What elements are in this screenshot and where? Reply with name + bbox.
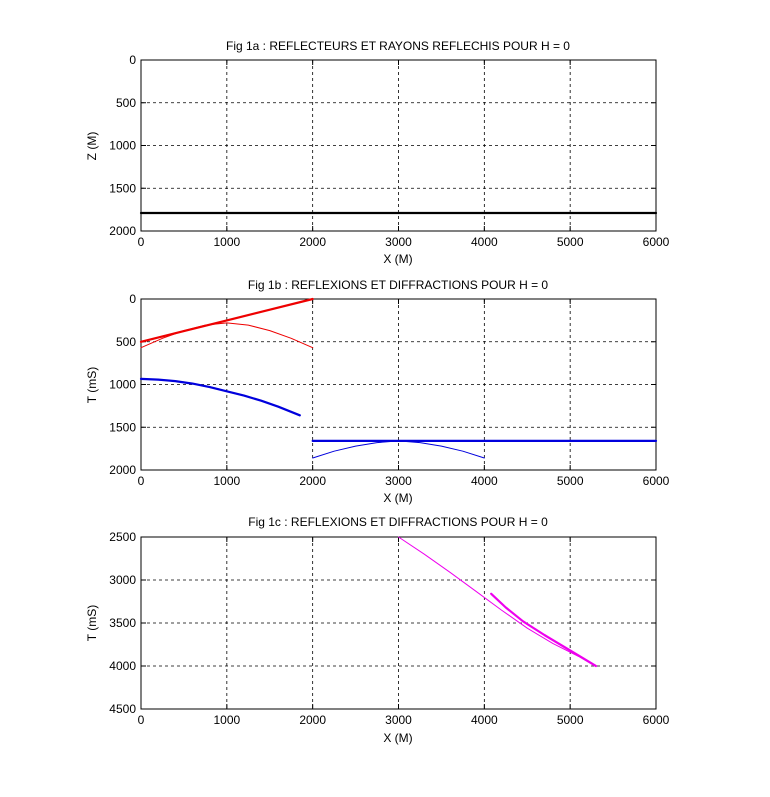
- y-tick-label: 1500: [109, 420, 136, 434]
- chart-title: Fig 1c : REFLEXIONS ET DIFFRACTIONS POUR…: [248, 515, 548, 529]
- x-tick-label: 5000: [557, 474, 584, 488]
- y-tick-label: 4000: [109, 659, 136, 673]
- x-tick-label: 3000: [385, 713, 412, 727]
- x-axis-label: X (M): [383, 252, 412, 266]
- y-tick-label: 1000: [109, 139, 136, 153]
- series-line-2: [140, 322, 314, 349]
- x-tick-label: 0: [138, 474, 145, 488]
- x-tick-label: 0: [138, 713, 145, 727]
- x-tick-label: 1000: [213, 235, 240, 249]
- x-tick-label: 6000: [643, 713, 670, 727]
- y-tick-label: 4500: [109, 702, 136, 716]
- x-tick-label: 6000: [643, 235, 670, 249]
- y-tick-label: 1000: [109, 378, 136, 392]
- series-line-1: [398, 536, 597, 667]
- y-tick-label: 1500: [109, 181, 136, 195]
- x-tick-label: 3000: [385, 474, 412, 488]
- y-tick-label: 2000: [109, 224, 136, 238]
- x-tick-label: 1000: [213, 474, 240, 488]
- y-tick-label: 2000: [109, 463, 136, 477]
- y-tick-label: 500: [116, 96, 136, 110]
- y-tick-label: 0: [129, 292, 136, 306]
- chart-title: Fig 1a : REFLECTEURS ET RAYONS REFLECHIS…: [226, 39, 570, 53]
- y-axis-label: T (mS): [85, 367, 99, 403]
- y-tick-label: 0: [129, 53, 136, 67]
- x-tick-label: 2000: [299, 713, 326, 727]
- subplot-fig-1a: Fig 1a : REFLECTEURS ET RAYONS REFLECHIS…: [85, 39, 670, 266]
- x-tick-label: 4000: [471, 713, 498, 727]
- series-line-5: [312, 440, 485, 459]
- x-tick-label: 3000: [385, 235, 412, 249]
- x-tick-label: 6000: [643, 474, 670, 488]
- series-line-3: [139, 377, 301, 417]
- x-tick-label: 5000: [557, 713, 584, 727]
- x-tick-label: 5000: [557, 235, 584, 249]
- x-axis-label: X (M): [383, 491, 412, 505]
- x-tick-label: 2000: [299, 235, 326, 249]
- series-line-2: [490, 592, 598, 668]
- x-tick-label: 4000: [471, 474, 498, 488]
- y-tick-label: 500: [116, 335, 136, 349]
- x-tick-label: 1000: [213, 713, 240, 727]
- y-axis-label: Z (M): [85, 132, 99, 161]
- chart-title: Fig 1b : REFLEXIONS ET DIFFRACTIONS POUR…: [248, 278, 549, 292]
- x-axis-label: X (M): [383, 731, 412, 745]
- series-line-1: [139, 297, 314, 343]
- x-tick-label: 0: [138, 235, 145, 249]
- y-tick-label: 2500: [109, 530, 136, 544]
- y-axis-label: T (mS): [85, 605, 99, 641]
- subplot-fig-1c: Fig 1c : REFLEXIONS ET DIFFRACTIONS POUR…: [85, 515, 670, 745]
- x-tick-label: 2000: [299, 474, 326, 488]
- subplot-fig-1b: Fig 1b : REFLEXIONS ET DIFFRACTIONS POUR…: [85, 278, 670, 505]
- y-tick-label: 3500: [109, 616, 136, 630]
- x-tick-label: 4000: [471, 235, 498, 249]
- y-tick-label: 3000: [109, 573, 136, 587]
